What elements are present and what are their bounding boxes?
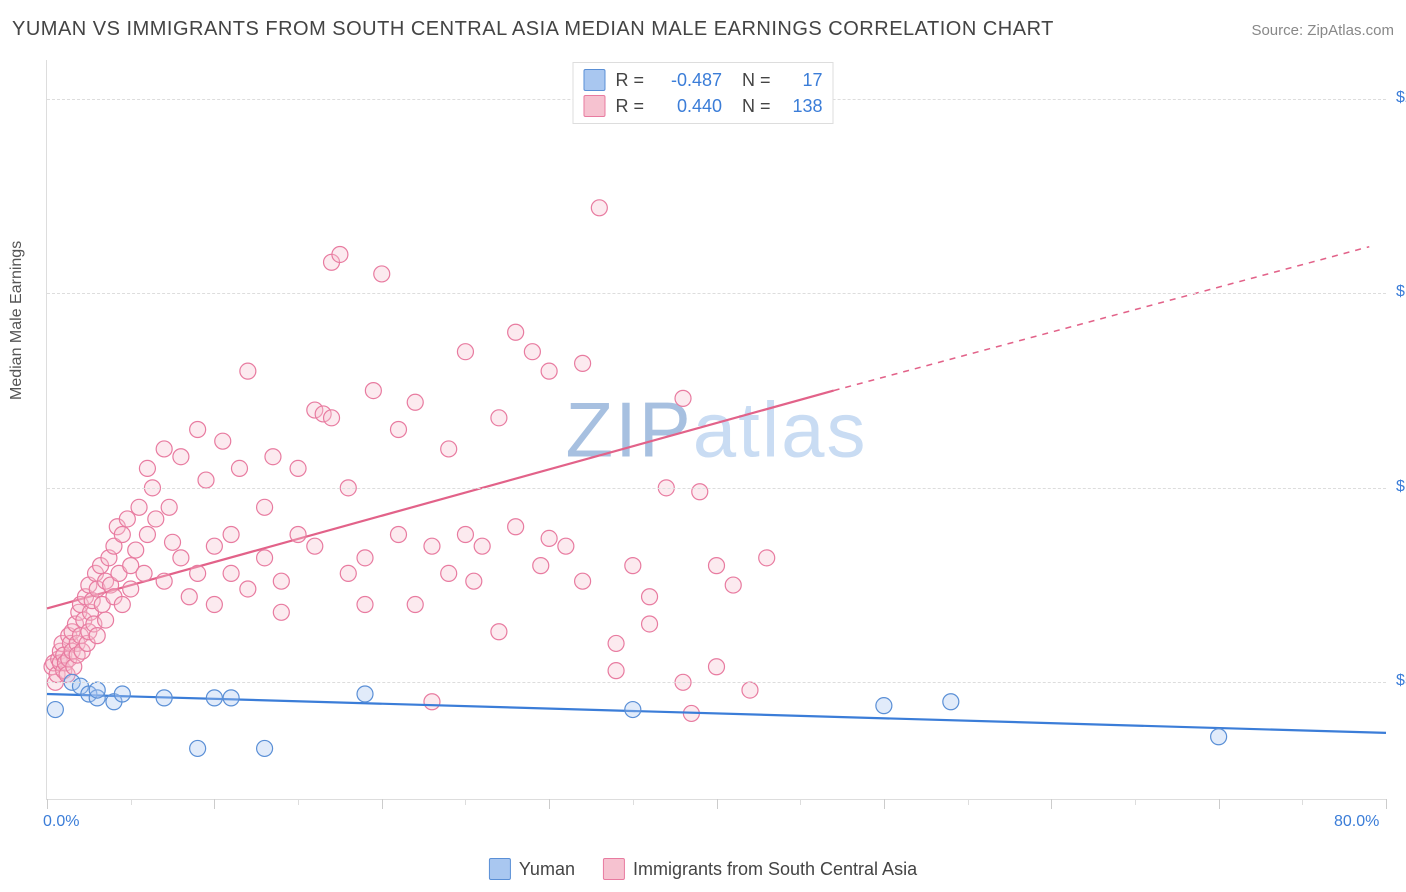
- x-tick-major: [884, 799, 885, 809]
- n-label: N =: [732, 70, 771, 91]
- y-axis-label: Median Male Earnings: [8, 241, 26, 400]
- x-tick-major: [717, 799, 718, 809]
- x-tick-major: [1219, 799, 1220, 809]
- swatch-immigrants-2: [603, 858, 625, 880]
- x-tick-label: 80.0%: [1334, 813, 1379, 831]
- swatch-yuman: [583, 69, 605, 91]
- source-attribution: Source: ZipAtlas.com: [1251, 22, 1394, 39]
- x-tick-minor: [800, 799, 801, 805]
- legend-label-immigrants: Immigrants from South Central Asia: [633, 859, 917, 880]
- r-value-yuman: -0.487: [652, 70, 722, 91]
- x-tick-major: [549, 799, 550, 809]
- gridline: [47, 488, 1386, 489]
- x-tick-major: [214, 799, 215, 809]
- x-tick-minor: [1302, 799, 1303, 805]
- x-tick-major: [1386, 799, 1387, 809]
- x-tick-major: [1051, 799, 1052, 809]
- legend-row-immigrants: R = 0.440 N = 138: [583, 93, 822, 119]
- x-tick-major: [382, 799, 383, 809]
- x-tick-minor: [633, 799, 634, 805]
- y-tick-label: $50,000: [1396, 672, 1406, 690]
- y-tick-label: $100,000: [1396, 478, 1406, 496]
- swatch-immigrants: [583, 95, 605, 117]
- correlation-legend: R = -0.487 N = 17 R = 0.440 N = 138: [572, 62, 833, 124]
- legend-item-yuman: Yuman: [489, 858, 575, 880]
- legend-label-yuman: Yuman: [519, 859, 575, 880]
- n-label-2: N =: [732, 96, 771, 117]
- gridline: [47, 293, 1386, 294]
- y-tick-label: $150,000: [1396, 283, 1406, 301]
- x-tick-minor: [298, 799, 299, 805]
- series-legend: Yuman Immigrants from South Central Asia: [489, 858, 917, 880]
- y-tick-label: $200,000: [1396, 89, 1406, 107]
- chart-svg: [47, 60, 1386, 799]
- x-tick-minor: [131, 799, 132, 805]
- legend-item-immigrants: Immigrants from South Central Asia: [603, 858, 917, 880]
- n-value-immigrants: 138: [779, 96, 823, 117]
- x-tick-minor: [465, 799, 466, 805]
- r-label: R =: [615, 70, 644, 91]
- x-tick-major: [47, 799, 48, 809]
- n-value-yuman: 17: [779, 70, 823, 91]
- r-value-immigrants: 0.440: [652, 96, 722, 117]
- r-label-2: R =: [615, 96, 644, 117]
- plot-area: ZIPatlas $50,000$100,000$150,000$200,000…: [46, 60, 1386, 800]
- gridline: [47, 682, 1386, 683]
- legend-row-yuman: R = -0.487 N = 17: [583, 67, 822, 93]
- swatch-yuman-2: [489, 858, 511, 880]
- x-tick-label: 0.0%: [43, 813, 79, 831]
- x-tick-minor: [968, 799, 969, 805]
- chart-title: YUMAN VS IMMIGRANTS FROM SOUTH CENTRAL A…: [12, 18, 1054, 41]
- x-tick-minor: [1135, 799, 1136, 805]
